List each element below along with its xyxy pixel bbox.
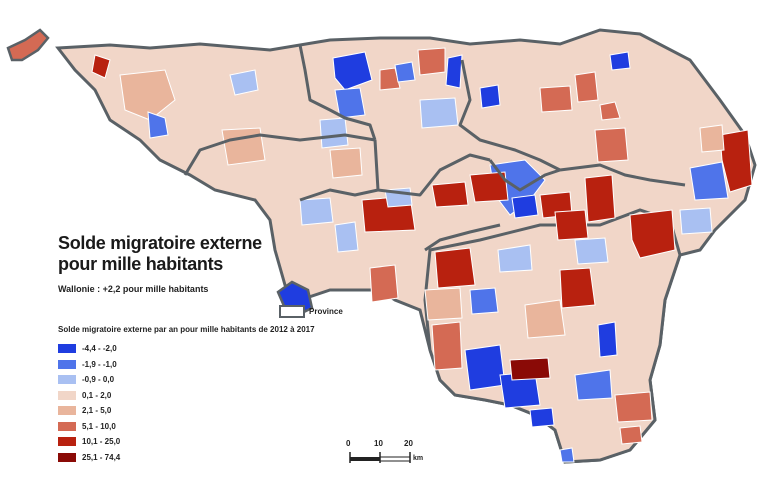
legend-item: 5,1 - 10,0 bbox=[58, 419, 120, 435]
legend-swatch bbox=[58, 344, 76, 354]
legend-item: -1,9 - -1,0 bbox=[58, 357, 120, 373]
legend-label: -1,9 - -1,0 bbox=[82, 359, 117, 369]
legend-label: -4,4 - -2,0 bbox=[82, 344, 117, 354]
legend-label: 10,1 - 25,0 bbox=[82, 437, 121, 447]
scale-tick-10: 10 bbox=[374, 439, 383, 448]
legend-swatch bbox=[58, 452, 76, 462]
scale-unit: km bbox=[413, 455, 424, 462]
legend-item: 2,1 - 5,0 bbox=[58, 403, 120, 419]
legend-item: 25,1 - 74,4 bbox=[58, 450, 120, 466]
legend-swatch bbox=[58, 390, 76, 400]
scale-tick-20: 20 bbox=[404, 439, 413, 448]
scale-bar bbox=[349, 452, 411, 463]
scale-tick-0: 0 bbox=[346, 439, 351, 448]
legend-item: 10,1 - 25,0 bbox=[58, 434, 120, 450]
map-title-line1: Solde migratoire externe bbox=[58, 233, 262, 253]
legend-swatch bbox=[58, 359, 76, 369]
map-subtitle: Wallonie : +2,2 pour mille habitants bbox=[58, 284, 209, 294]
legend-label: 2,1 - 5,0 bbox=[82, 406, 112, 416]
province-label: Province bbox=[309, 307, 343, 316]
province-swatch bbox=[279, 305, 305, 318]
province-legend: Province bbox=[279, 305, 343, 318]
legend-swatch bbox=[58, 437, 76, 447]
map-title: Solde migratoire externe pour mille habi… bbox=[58, 233, 262, 275]
province-boundaries bbox=[183, 44, 686, 252]
legend-label: 0,1 - 2,0 bbox=[82, 390, 112, 400]
northwest-exclave bbox=[6, 28, 50, 62]
legend-label: 25,1 - 74,4 bbox=[82, 452, 121, 462]
map-title-line2: pour mille habitants bbox=[58, 254, 224, 274]
legend-title: Solde migratoire externe par an pour mil… bbox=[58, 325, 315, 334]
legend-item: -0,9 - 0,0 bbox=[58, 372, 120, 388]
legend-swatch bbox=[58, 406, 76, 416]
legend-label: -0,9 - 0,0 bbox=[82, 375, 115, 385]
legend-item: 0,1 - 2,0 bbox=[58, 388, 120, 404]
legend-swatch bbox=[58, 375, 76, 385]
legend-label: 5,1 - 10,0 bbox=[82, 421, 116, 431]
legend-item: -4,4 - -2,0 bbox=[58, 341, 120, 357]
legend: -4,4 - -2,0 -1,9 - -1,0 -0,9 - 0,0 0,1 - 2,… bbox=[58, 341, 120, 465]
legend-swatch bbox=[58, 421, 76, 431]
